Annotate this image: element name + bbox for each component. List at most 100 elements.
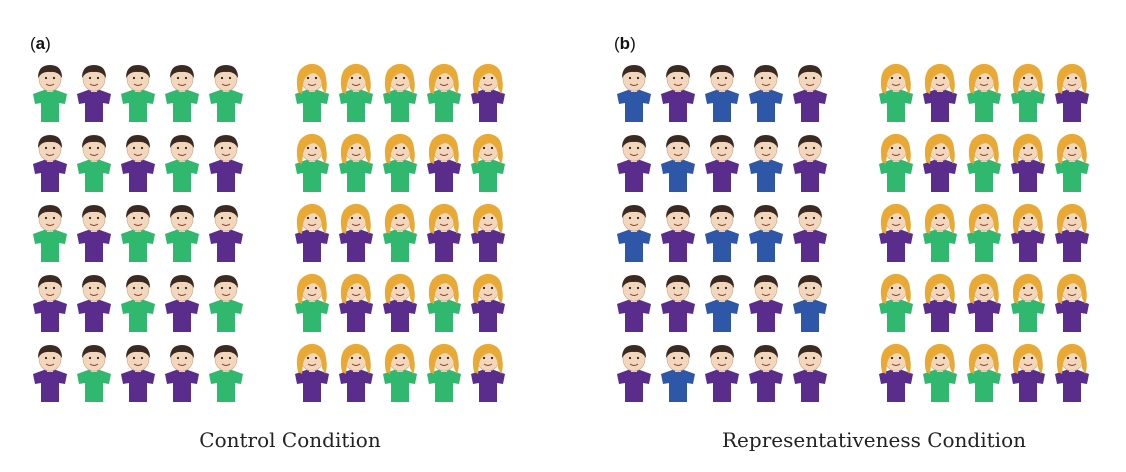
boy-figure xyxy=(206,132,246,198)
boy-figure xyxy=(790,62,830,128)
girl-figure xyxy=(920,342,960,408)
girl-figure xyxy=(292,342,332,408)
girl-figure xyxy=(424,342,464,408)
girl-figure xyxy=(292,132,332,198)
girl-figure xyxy=(336,272,376,338)
boy-figure xyxy=(162,62,202,128)
boy-figure xyxy=(614,62,654,128)
boy-figure xyxy=(702,342,742,408)
boy-figure xyxy=(162,342,202,408)
girl-figure xyxy=(468,342,508,408)
panel-label: (b) xyxy=(614,34,636,53)
boy-figure xyxy=(746,342,786,408)
boys-grid xyxy=(614,62,834,412)
girl-figure xyxy=(964,132,1004,198)
boy-figure xyxy=(658,62,698,128)
boy-figure xyxy=(702,132,742,198)
girl-figure xyxy=(380,272,420,338)
boy-figure xyxy=(162,272,202,338)
girl-figure xyxy=(292,272,332,338)
boy-figure xyxy=(702,272,742,338)
boy-figure xyxy=(206,62,246,128)
boy-figure xyxy=(746,202,786,268)
boy-figure xyxy=(614,342,654,408)
girl-figure xyxy=(876,202,916,268)
girl-figure xyxy=(424,132,464,198)
boy-figure xyxy=(790,272,830,338)
girl-figure xyxy=(920,272,960,338)
boy-figure xyxy=(74,62,114,128)
girl-figure xyxy=(424,272,464,338)
boy-figure xyxy=(790,132,830,198)
panel-b: (b) xyxy=(614,0,1126,472)
boy-figure xyxy=(74,342,114,408)
boy-figure xyxy=(30,272,70,338)
girl-figure xyxy=(1008,202,1048,268)
girl-figure xyxy=(964,62,1004,128)
girl-figure xyxy=(1052,202,1092,268)
boy-figure xyxy=(162,202,202,268)
figure-groups xyxy=(614,62,1126,412)
girl-figure xyxy=(468,272,508,338)
girl-figure xyxy=(1052,272,1092,338)
girl-figure xyxy=(424,62,464,128)
boy-figure xyxy=(614,202,654,268)
boy-figure xyxy=(30,202,70,268)
boy-figure xyxy=(790,202,830,268)
girl-figure xyxy=(876,132,916,198)
boys-grid xyxy=(30,62,250,412)
boy-figure xyxy=(702,62,742,128)
boy-figure xyxy=(746,62,786,128)
girl-figure xyxy=(380,132,420,198)
girl-figure xyxy=(292,202,332,268)
boy-figure xyxy=(746,132,786,198)
girl-figure xyxy=(1052,132,1092,198)
girl-figure xyxy=(380,62,420,128)
figure-groups xyxy=(30,62,550,412)
boy-figure xyxy=(118,132,158,198)
boy-figure xyxy=(206,202,246,268)
boy-figure xyxy=(162,132,202,198)
boy-figure xyxy=(658,342,698,408)
girl-figure xyxy=(964,272,1004,338)
boy-figure xyxy=(702,202,742,268)
panel-caption: Representativeness Condition xyxy=(722,428,1026,452)
boy-figure xyxy=(30,62,70,128)
girl-figure xyxy=(964,202,1004,268)
girl-figure xyxy=(380,202,420,268)
girls-grid xyxy=(292,62,512,412)
girl-figure xyxy=(876,342,916,408)
girl-figure xyxy=(964,342,1004,408)
girl-figure xyxy=(424,202,464,268)
boy-figure xyxy=(74,202,114,268)
girl-figure xyxy=(468,202,508,268)
girl-figure xyxy=(468,132,508,198)
boy-figure xyxy=(30,132,70,198)
boy-figure xyxy=(74,272,114,338)
boy-figure xyxy=(74,132,114,198)
boy-figure xyxy=(658,272,698,338)
girl-figure xyxy=(1052,342,1092,408)
boy-figure xyxy=(30,342,70,408)
panel-a: (a) xyxy=(30,0,550,472)
boy-figure xyxy=(206,272,246,338)
girl-figure xyxy=(336,342,376,408)
panel-label: (a) xyxy=(30,34,51,53)
girl-figure xyxy=(1008,132,1048,198)
boy-figure xyxy=(790,342,830,408)
girl-figure xyxy=(1052,62,1092,128)
boy-figure xyxy=(614,272,654,338)
boy-figure xyxy=(658,202,698,268)
girl-figure xyxy=(1008,342,1048,408)
girl-figure xyxy=(336,62,376,128)
girl-figure xyxy=(1008,62,1048,128)
girl-figure xyxy=(1008,272,1048,338)
boy-figure xyxy=(118,342,158,408)
girl-figure xyxy=(876,62,916,128)
girl-figure xyxy=(336,202,376,268)
panel-caption: Control Condition xyxy=(199,428,381,452)
boy-figure xyxy=(746,272,786,338)
girls-grid xyxy=(876,62,1096,412)
girl-figure xyxy=(380,342,420,408)
boy-figure xyxy=(118,272,158,338)
